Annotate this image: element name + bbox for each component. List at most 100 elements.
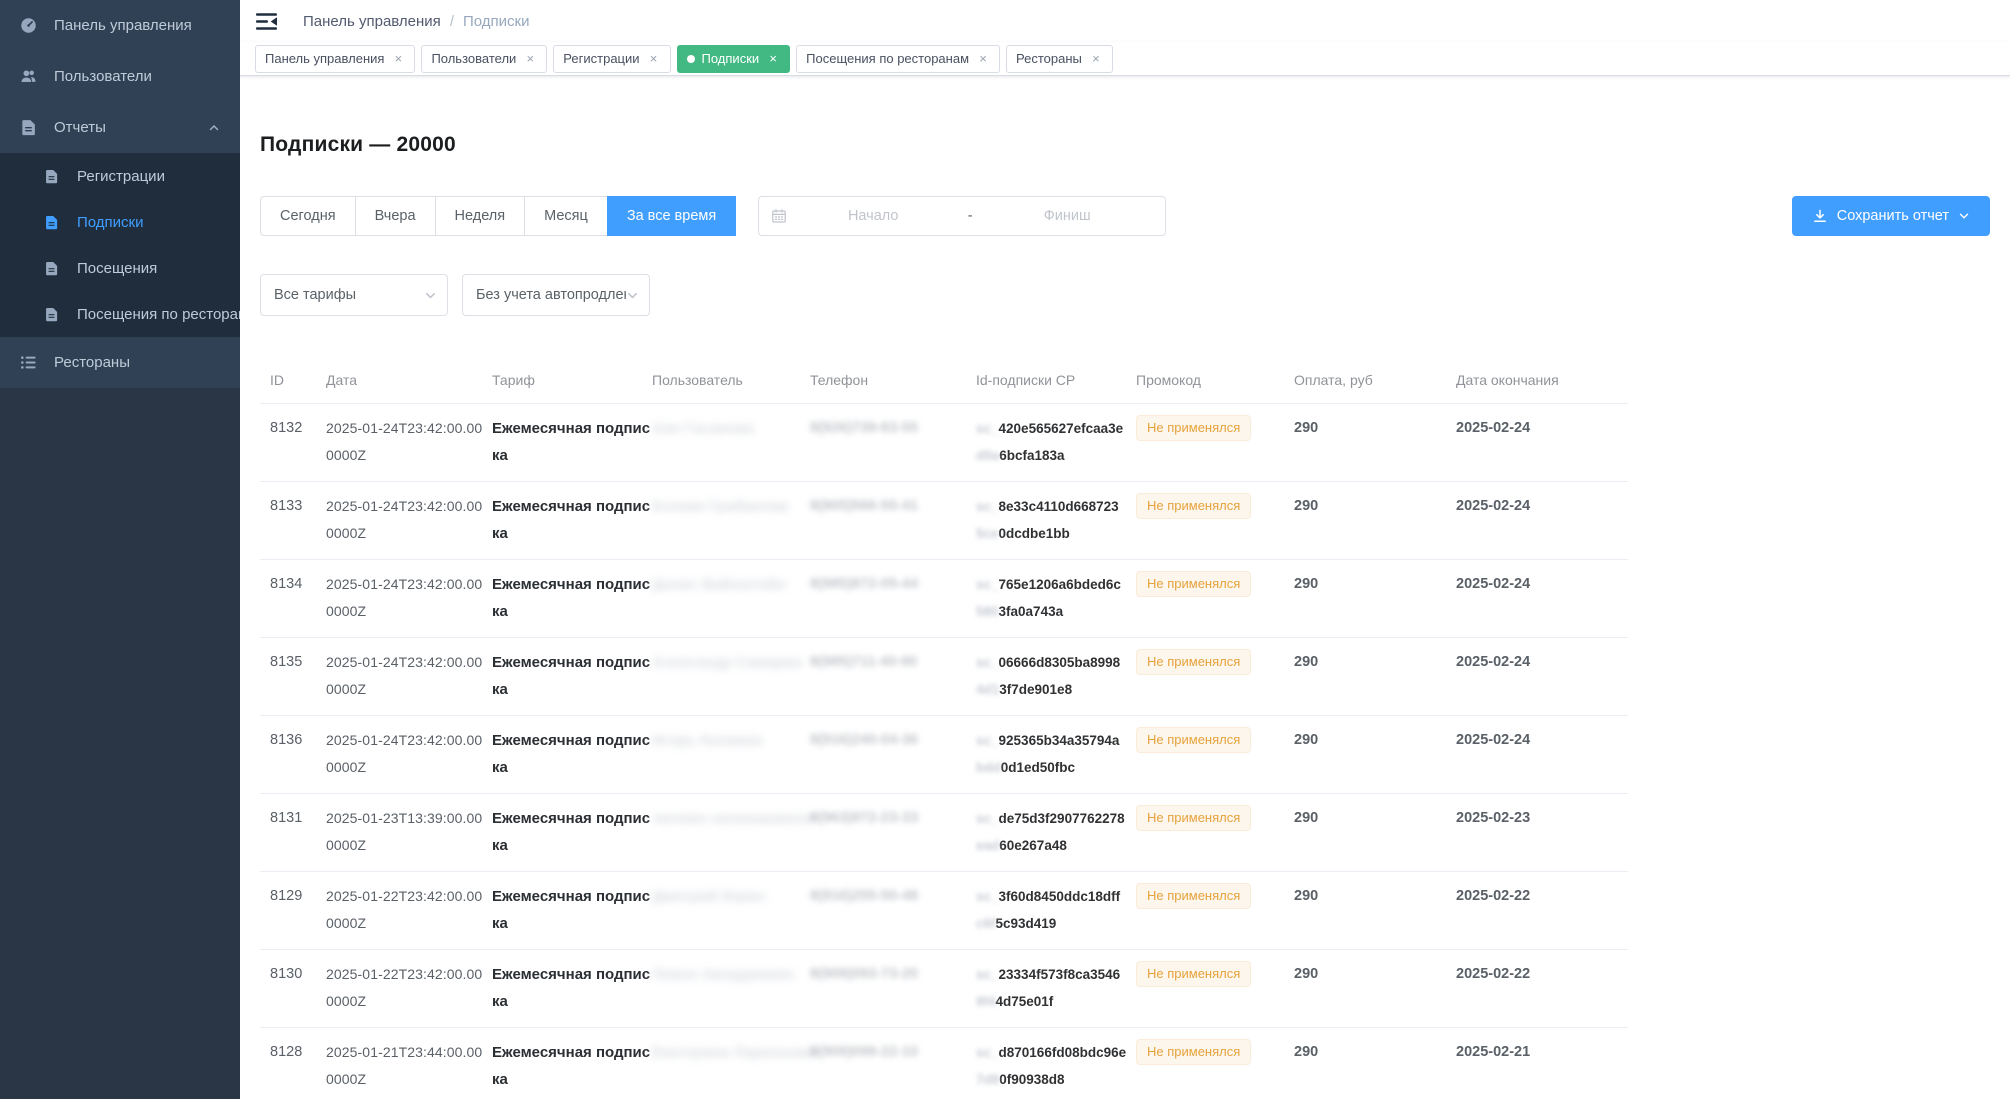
sidebar-item-label: Подписки xyxy=(77,213,144,231)
subscription-id-line: 4d13f7de901e8 xyxy=(976,676,1116,703)
tariff-line: Ежемесячная подпис xyxy=(492,731,651,749)
sidebar-item-label: Отчеты xyxy=(54,119,106,136)
period-button[interactable]: За все время xyxy=(606,196,737,236)
promo-status-badge: Не применялся xyxy=(1136,648,1252,675)
date-end-input[interactable]: Финиш xyxy=(1043,208,1091,224)
main-area: Панель управления / Подписки Панель упра… xyxy=(240,0,2010,1099)
period-button[interactable]: Вчера xyxy=(354,196,436,236)
blurred-prefix: 580 xyxy=(976,603,999,619)
sidebar: Панель управления Пользователи Отчеты Ре… xyxy=(0,0,240,1099)
close-icon[interactable]: × xyxy=(979,50,987,66)
cell-promocode: Не применялся xyxy=(1126,559,1284,638)
tab[interactable]: Регистрации × xyxy=(553,44,671,73)
column-header: Промокод xyxy=(1126,358,1284,404)
sidebar-item-visits[interactable]: Посещения xyxy=(0,245,240,291)
blurred-prefix: bdd xyxy=(976,759,1001,775)
cell-payment: 290 xyxy=(1284,481,1446,560)
tariff-line: Ежемесячная подпис xyxy=(492,887,651,905)
dashboard-icon xyxy=(20,17,37,34)
cell-end-date: 2025-02-21 xyxy=(1446,1027,1628,1099)
cell-subscription-id: sc_23334f573f8ca3546 9f44d75e01f xyxy=(966,949,1126,1028)
sidebar-item-visits-by-restaurant[interactable]: Посещения по ресторанам xyxy=(0,291,240,337)
tariff-line: Ежемесячная подпис xyxy=(492,653,651,671)
column-header: Дата окончания xyxy=(1446,358,1628,404)
close-icon[interactable]: × xyxy=(1092,50,1100,66)
cell-tariff: Ежемесячная подпис ка xyxy=(482,949,651,1028)
tariff-select[interactable]: Все тарифы xyxy=(260,274,448,316)
subscription-id-text: 8e33c4110d668723 xyxy=(998,498,1119,514)
tab-label: Рестораны xyxy=(1016,51,1082,66)
autorenewal-select[interactable]: Без учета автопродления xyxy=(462,274,650,316)
sidebar-item-label: Пользователи xyxy=(54,68,152,85)
date-line: 2025-01-22T23:42:00.00 xyxy=(326,965,483,982)
tab[interactable]: Подписки × xyxy=(676,44,791,73)
cell-user: лилиан хихинашвили xyxy=(642,793,813,872)
close-icon[interactable]: × xyxy=(394,50,403,66)
sidebar-item-restaurants[interactable]: Рестораны xyxy=(0,337,240,388)
tariff-line: Ежемесячная подпис xyxy=(492,809,651,827)
blurred-prefix: sc_ xyxy=(976,732,999,748)
tab[interactable]: Пользователи × xyxy=(421,44,548,73)
tab[interactable]: Панель управления × xyxy=(255,44,416,73)
blurred-prefix: sc_ xyxy=(976,1044,999,1060)
sidebar-item-subscriptions[interactable]: Подписки xyxy=(0,199,240,245)
subscription-id-line: c6f5c93d419 xyxy=(976,910,1116,937)
cell-subscription-id: sc_3f60d8450ddc18dff c6f5c93d419 xyxy=(966,871,1126,950)
cell-subscription-id: sc_de75d3f2907762278 ead60e267a48 xyxy=(966,793,1126,872)
date-line: 2025-01-24T23:42:00.00 xyxy=(326,419,483,436)
sidebar-item-users[interactable]: Пользователи xyxy=(0,51,240,102)
reports-submenu: Регистрации Подписки Посещения Посещения… xyxy=(0,153,240,337)
chevron-up-icon xyxy=(208,122,220,134)
breadcrumb-root[interactable]: Панель управления xyxy=(303,12,441,30)
blurred-user-name: Александр Самарин xyxy=(652,653,803,671)
date-range-picker[interactable]: Начало - Финиш xyxy=(758,196,1167,236)
cell-promocode: Не применялся xyxy=(1126,871,1284,950)
blurred-prefix: sc_ xyxy=(976,420,999,436)
close-icon[interactable]: × xyxy=(526,50,535,66)
date-line: 0000Z xyxy=(326,992,367,1009)
cell-end-date: 2025-02-24 xyxy=(1446,715,1628,794)
close-icon[interactable]: × xyxy=(649,50,658,66)
cell-subscription-id: sc_925365b34a35794a bdd0d1ed50fbc xyxy=(966,715,1126,794)
tariff-line: Ежемесячная подпис xyxy=(492,965,651,983)
blurred-prefix: 7d8 xyxy=(976,1071,1000,1087)
promo-status-badge: Не применялся xyxy=(1136,726,1252,753)
sidebar-collapse-icon[interactable] xyxy=(256,12,277,31)
cell-subscription-id: sc_06666d8305ba8998 4d13f7de901e8 xyxy=(966,637,1126,716)
tab-label: Посещения по ресторанам xyxy=(806,51,970,66)
sidebar-item-label: Регистрации xyxy=(77,167,165,185)
period-button[interactable]: Месяц xyxy=(524,196,608,236)
period-button[interactable]: Сегодня xyxy=(260,196,356,236)
cell-user: Дмитрий Юрин xyxy=(642,871,800,950)
page-title: Подписки — 20000 xyxy=(260,133,456,156)
cell-tariff: Ежемесячная подпис ка xyxy=(482,559,650,638)
tab[interactable]: Посещения по ресторанам × xyxy=(796,44,1001,73)
tab[interactable]: Рестораны × xyxy=(1006,44,1113,73)
sidebar-item-label: Рестораны xyxy=(54,354,130,371)
subscription-id-line: sc_8e33c4110d668723 xyxy=(976,493,1119,520)
tariff-line: Ежемесячная подпис xyxy=(492,419,651,437)
cell-payment: 290 xyxy=(1284,1027,1446,1099)
tariff-line: ка xyxy=(492,992,508,1010)
sidebar-item-reports[interactable]: Отчеты xyxy=(0,102,240,153)
cell-date: 2025-01-24T23:42:00.00 0000Z xyxy=(316,559,482,638)
date-line: 0000Z xyxy=(326,680,367,697)
date-line: 0000Z xyxy=(326,1070,367,1087)
save-report-button[interactable]: Сохранить отчет xyxy=(1791,196,1990,236)
date-start-input[interactable]: Начало xyxy=(847,208,899,224)
close-icon[interactable]: × xyxy=(769,50,777,66)
tab-label: Регистрации xyxy=(563,51,640,66)
cell-user: Александр Самарин xyxy=(642,637,803,716)
blurred-prefix: sc_ xyxy=(976,888,999,904)
cell-end-date: 2025-02-22 xyxy=(1446,949,1628,1028)
period-button[interactable]: Неделя xyxy=(434,196,526,236)
blurred-user-name: Левон Аворджакян xyxy=(652,965,795,983)
cell-phone: 8(916)255-50-48 xyxy=(800,871,966,950)
subscription-id-text: 4d75e01f xyxy=(995,993,1054,1009)
sidebar-item-dashboard[interactable]: Панель управления xyxy=(0,0,240,51)
subscription-id-text: 0dcdbe1bb xyxy=(998,525,1070,541)
tariff-line: ка xyxy=(492,446,508,464)
sidebar-item-registrations[interactable]: Регистрации xyxy=(0,153,240,199)
date-line: 2025-01-21T23:44:00.00 xyxy=(326,1043,483,1060)
selects-row: Все тарифы Без учета автопродления xyxy=(260,274,1990,316)
